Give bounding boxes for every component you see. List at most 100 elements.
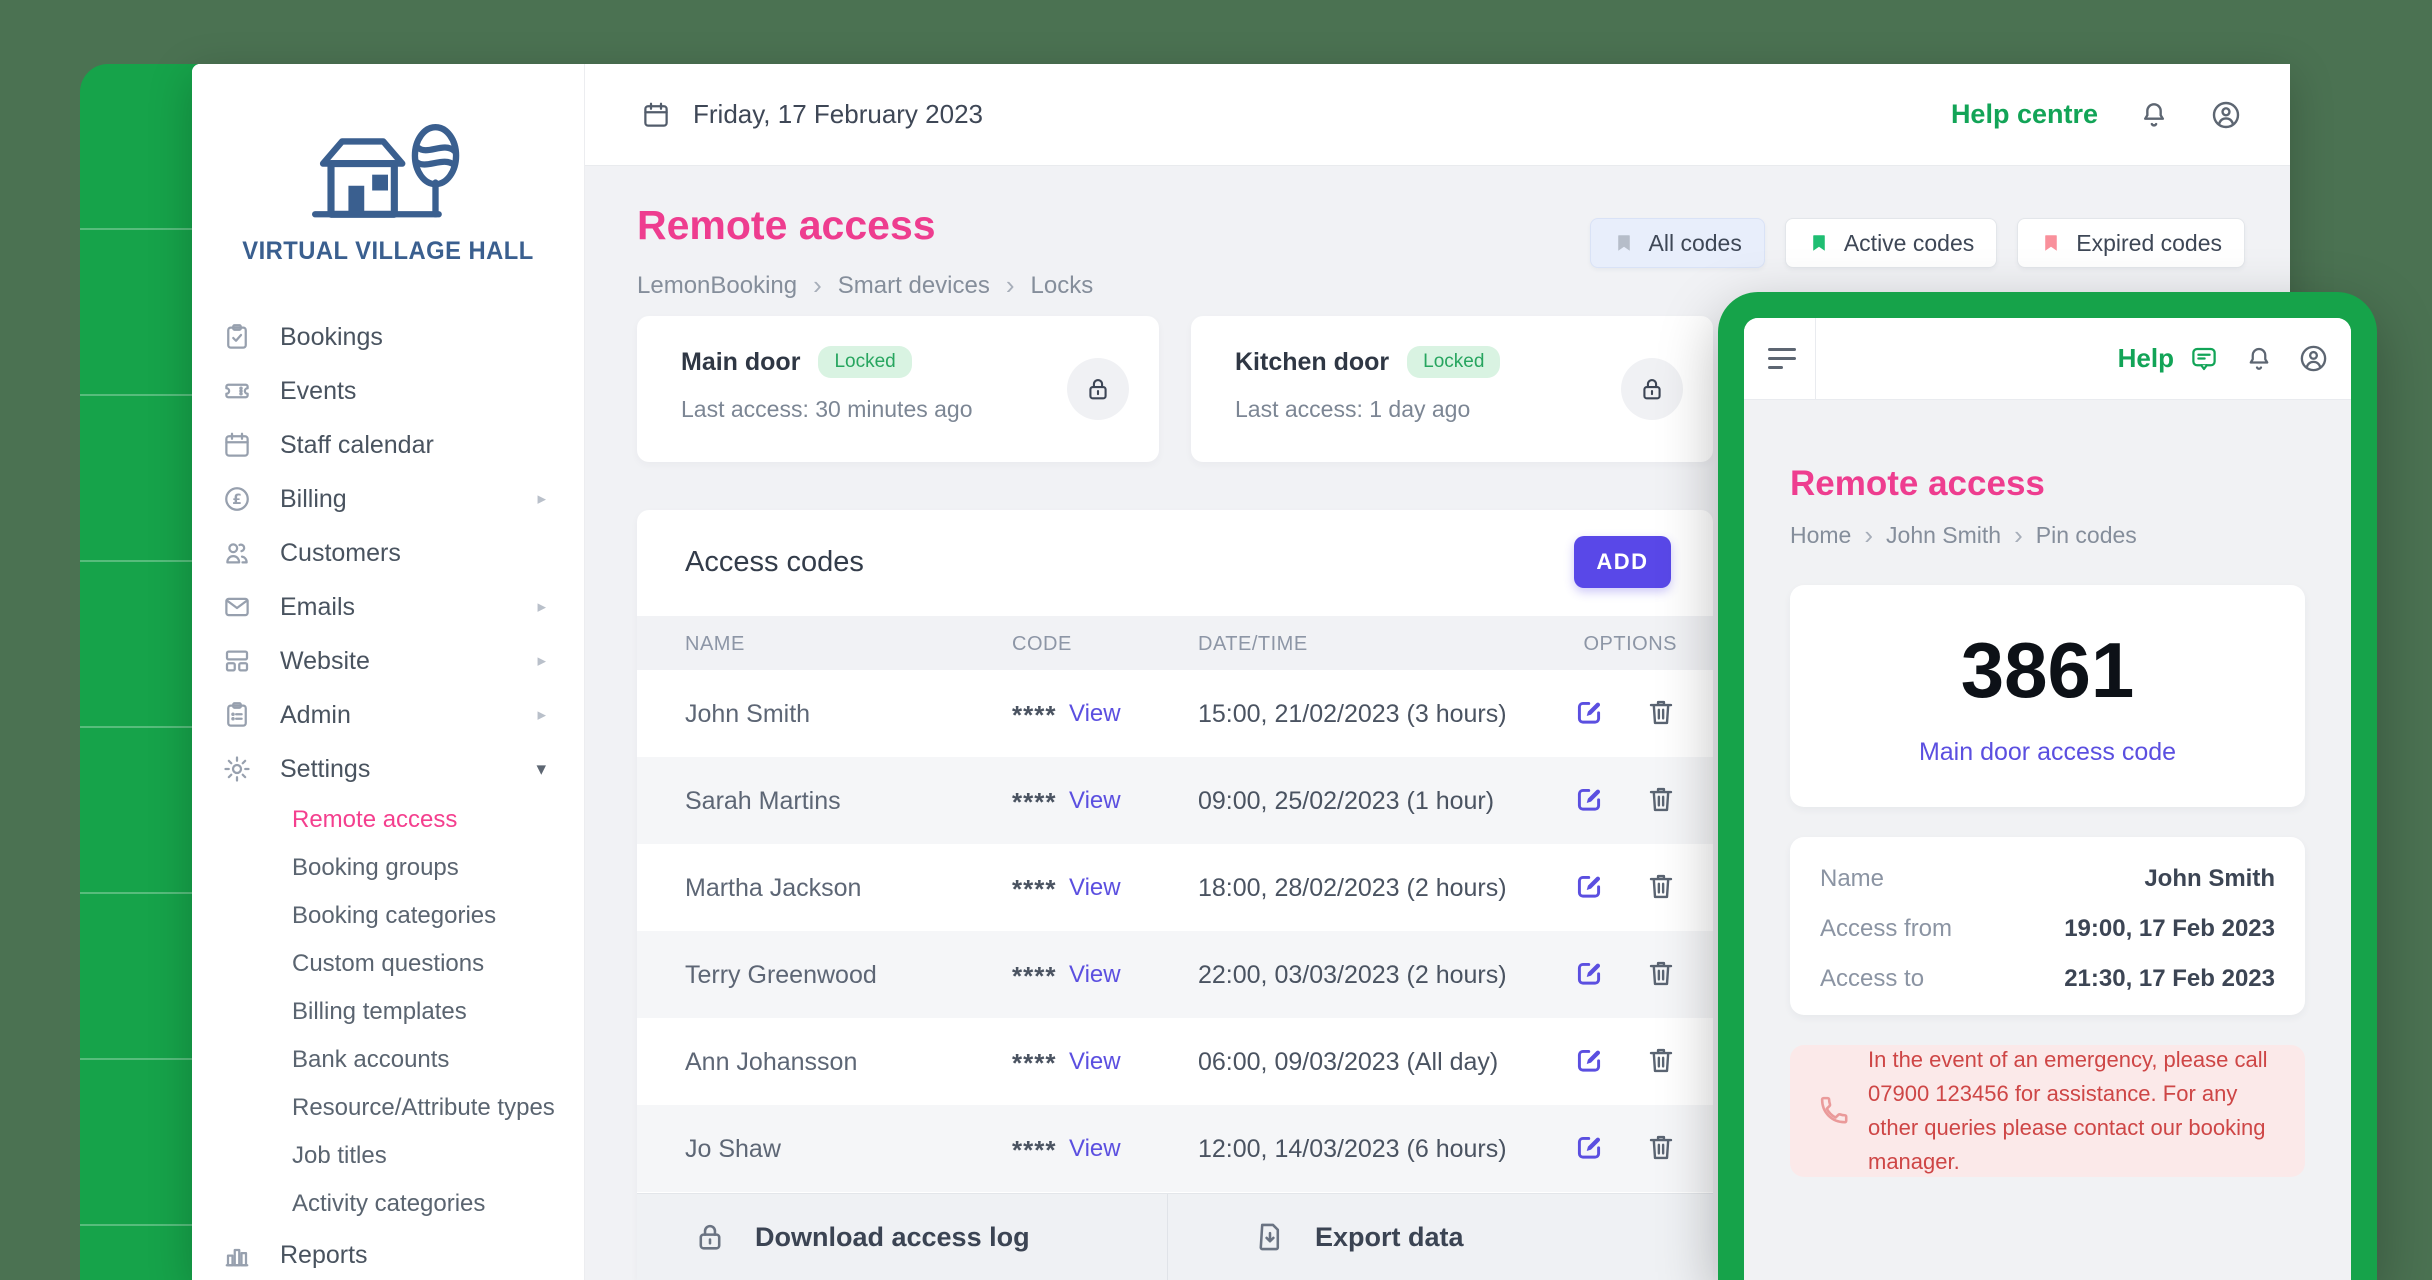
logo-wordmark: VIRTUAL VILLAGE HALL: [242, 237, 534, 265]
sidebar: VIRTUAL VILLAGE HALL Bookings Eve: [192, 64, 585, 1280]
door-name: Kitchen door: [1235, 347, 1390, 376]
export-data-button[interactable]: Export data: [1253, 1194, 1464, 1280]
edit-code-button[interactable]: [1573, 957, 1605, 989]
filter-chip[interactable]: Expired codes: [2017, 218, 2245, 268]
delete-code-button[interactable]: [1645, 1044, 1677, 1076]
help-link[interactable]: Help: [2117, 343, 2174, 373]
sidebar-item[interactable]: Customers: [192, 526, 584, 580]
view-code-link[interactable]: View: [1069, 1135, 1121, 1162]
view-code-link[interactable]: View: [1069, 874, 1121, 901]
edit-code-button[interactable]: [1573, 783, 1605, 815]
padlock-icon: [1638, 375, 1666, 403]
calendar-icon: [641, 100, 671, 130]
settings-submenu-item[interactable]: Bank accounts: [192, 1036, 584, 1084]
settings-submenu-item[interactable]: Custom questions: [192, 940, 584, 988]
breadcrumb-item[interactable]: LemonBooking: [637, 270, 838, 301]
bookmark-icon: [2040, 230, 2062, 256]
chevron-icon: ▸: [537, 489, 546, 508]
notifications-bell-icon[interactable]: [2138, 99, 2170, 131]
sidebar-item-label: Billing: [280, 484, 347, 513]
code-holder-name: Ann Johansson: [685, 1048, 858, 1076]
filter-chip[interactable]: Active codes: [1784, 218, 1998, 268]
download-access-log-label: Download access log: [755, 1221, 1030, 1252]
phone-mockup: Help Remote access Home John Smith Pin c…: [1718, 292, 2377, 1280]
chat-bubble-icon[interactable]: [2188, 344, 2220, 374]
code-datetime: 12:00, 14/03/2023 (6 hours): [1198, 1135, 1507, 1163]
door-status-badge: Locked: [818, 346, 912, 378]
breadcrumb-item[interactable]: Smart devices: [838, 270, 1031, 301]
sidebar-item[interactable]: £ Billing ▸: [192, 472, 584, 526]
sidebar-item[interactable]: Admin ▸: [192, 688, 584, 742]
breadcrumb-label: LemonBooking: [637, 271, 798, 299]
view-code-link[interactable]: View: [1069, 787, 1121, 814]
download-access-log-button[interactable]: Download access log: [693, 1194, 1030, 1280]
view-code-link[interactable]: View: [1069, 1048, 1121, 1075]
sidebar-item[interactable]: Emails ▸: [192, 580, 584, 634]
column-options: OPTIONS: [1583, 633, 1677, 655]
door-card-header: Kitchen door Locked: [1235, 346, 1713, 378]
breadcrumb-label: Smart devices: [837, 271, 990, 299]
notifications-bell-icon[interactable]: [2244, 344, 2274, 374]
sidebar-item[interactable]: Settings ▾: [192, 742, 584, 796]
settings-submenu-item[interactable]: Booking groups: [192, 844, 584, 892]
sidebar-item[interactable]: Bookings: [192, 310, 584, 364]
breadcrumb-item[interactable]: Pin codes: [2036, 522, 2137, 549]
door-card-header: Main door Locked: [681, 346, 1159, 378]
delete-code-button[interactable]: [1645, 870, 1677, 902]
edit-code-button[interactable]: [1573, 1044, 1605, 1076]
delete-code-button[interactable]: [1645, 957, 1677, 989]
view-code-link[interactable]: View: [1069, 700, 1121, 727]
chevron-icon: ▸: [537, 705, 546, 724]
code-holder-name: Jo Shaw: [685, 1135, 781, 1163]
sidebar-item[interactable]: Staff calendar: [192, 418, 584, 472]
breadcrumb-item[interactable]: Home: [1790, 520, 1886, 551]
filter-chip[interactable]: All codes: [1589, 218, 1765, 268]
current-date: Friday, 17 February 2023: [693, 99, 983, 129]
settings-submenu-item[interactable]: Remote access: [192, 796, 584, 844]
sidebar-item-label: Website: [280, 646, 370, 675]
submenu-item-label: Bank accounts: [292, 1046, 450, 1073]
code-mask: ****: [1012, 700, 1057, 730]
settings-submenu-item[interactable]: Resource/Attribute types: [192, 1084, 584, 1132]
sidebar-item-label: Events: [280, 376, 357, 405]
export-data-label: Export data: [1315, 1221, 1464, 1252]
code-mask: ****: [1012, 787, 1057, 817]
submenu-item-label: Booking groups: [292, 854, 459, 881]
pin-code-label[interactable]: Main door access code: [1918, 738, 2177, 766]
breadcrumb-item[interactable]: Locks: [1031, 272, 1094, 300]
table-row: Terry Greenwood **** View 22:00, 03/03/2…: [637, 931, 1713, 1018]
code-datetime: 09:00, 25/02/2023 (1 hour): [1198, 787, 1495, 815]
sidebar-menu: Bookings Events Staff calendar: [192, 310, 584, 1280]
edit-code-button[interactable]: [1573, 1131, 1605, 1163]
profile-icon[interactable]: [2210, 99, 2242, 131]
sidebar-item-reports[interactable]: Reports: [192, 1228, 584, 1280]
submenu-item-label: Job titles: [292, 1142, 387, 1169]
sidebar-item[interactable]: Events: [192, 364, 584, 418]
settings-submenu-item[interactable]: Job titles: [192, 1132, 584, 1180]
submenu-item-label: Custom questions: [292, 950, 485, 977]
topbar-actions: Help centre: [1951, 99, 2242, 131]
panel-footer: Download access log Export data: [637, 1193, 1713, 1280]
delete-code-button[interactable]: [1645, 1131, 1677, 1163]
profile-icon[interactable]: [2298, 343, 2329, 374]
settings-submenu-item[interactable]: Booking categories: [192, 892, 584, 940]
view-code-link[interactable]: View: [1069, 961, 1121, 988]
settings-submenu-item[interactable]: Billing templates: [192, 988, 584, 1036]
edit-code-button[interactable]: [1573, 696, 1605, 728]
breadcrumb-item[interactable]: John Smith: [1886, 520, 2036, 551]
settings-submenu-item[interactable]: Activity categories: [192, 1180, 584, 1228]
panel-header: Access codes ADD: [637, 510, 1713, 616]
door-lock-button[interactable]: [1067, 358, 1129, 420]
delete-code-button[interactable]: [1645, 696, 1677, 728]
menu-hamburger-icon[interactable]: [1768, 348, 1796, 369]
code-filter-chips: All codes Active codes Expired codes: [1589, 218, 2245, 268]
edit-code-button[interactable]: [1573, 870, 1605, 902]
sidebar-item-icon: [222, 376, 252, 406]
delete-code-button[interactable]: [1645, 783, 1677, 815]
door-lock-button[interactable]: [1621, 358, 1683, 420]
sidebar-item[interactable]: Website ▸: [192, 634, 584, 688]
help-centre-link[interactable]: Help centre: [1950, 99, 2098, 129]
add-code-button[interactable]: ADD: [1574, 536, 1671, 588]
logo: VIRTUAL VILLAGE HALL: [192, 114, 584, 266]
phone-header-actions: Help: [2118, 343, 2351, 374]
